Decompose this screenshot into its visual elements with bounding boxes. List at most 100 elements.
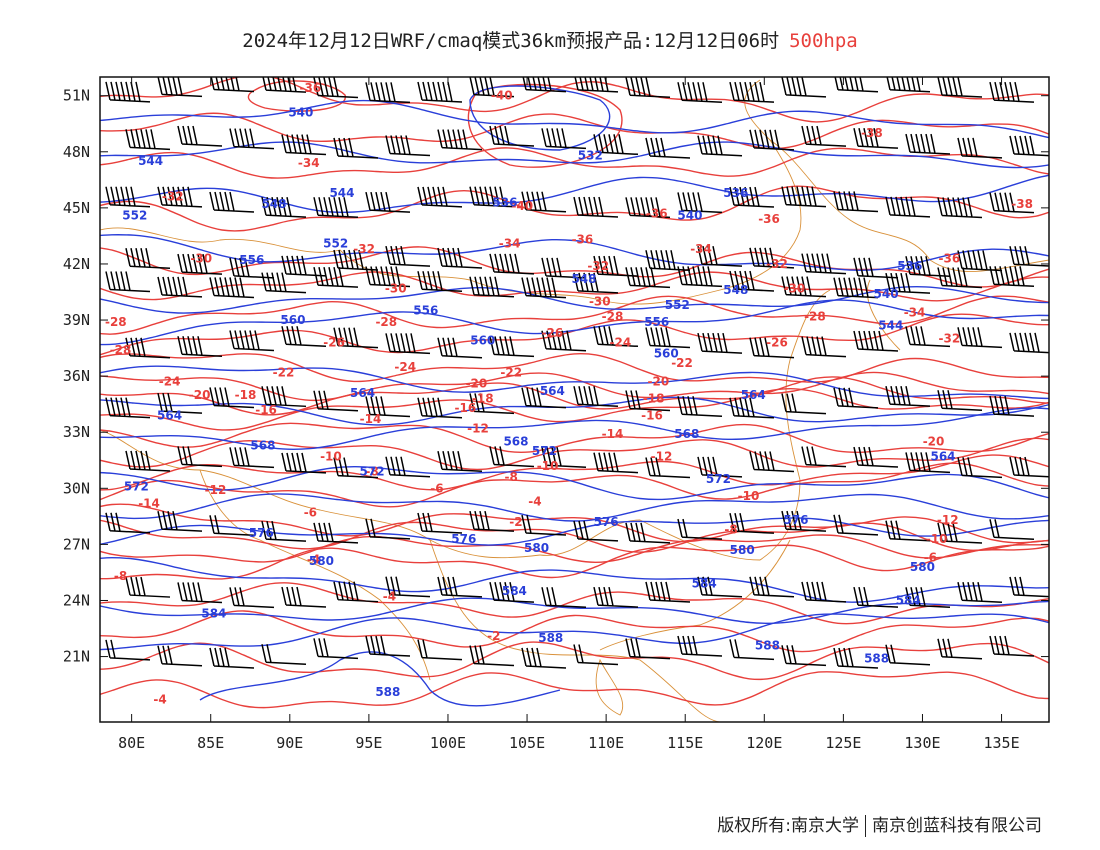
wind-barb [729,186,775,208]
height-labels: 540 544 532 544 536 536 548 552 540 552 556 548 536 5… [122,106,955,700]
wind-barb [385,245,431,267]
temperature-label: -38 [1011,197,1033,211]
lat-tick-label: 39N [63,311,90,329]
wind-barb [229,447,275,469]
lon-tick-label: 130E [904,734,940,752]
height-label: 572 [360,464,385,478]
temperature-contour [100,271,1049,302]
wind-barb [522,77,567,93]
wind-barb [313,390,359,412]
wind-barb [209,647,255,669]
wind-barb [749,129,795,151]
wind-barb [469,393,515,415]
height-label: 580 [730,543,755,557]
wind-barb [365,82,411,104]
temperature-label: -24 [159,375,181,389]
height-label: 556 [239,253,264,267]
height-label: 560 [654,347,679,361]
temperature-label: -30 [385,281,407,295]
wind-barb [853,330,899,352]
boundary-line [599,539,791,651]
wind-barb [521,387,567,409]
temperature-contour [100,185,1049,232]
temperature-label: -10 [320,450,342,464]
wind-barb [573,520,619,542]
temperature-label: -34 [298,156,320,170]
temperature-label: -30 [589,294,611,308]
temperature-label: -32 [939,332,961,346]
wind-barb [157,645,203,667]
wind-barb [905,256,951,278]
temperature-label: -6 [430,481,443,495]
wind-barb [645,137,691,159]
height-contour [100,234,1049,272]
wind-barb [593,326,639,348]
height-contour [100,396,1049,426]
wind-barb [105,512,151,534]
wind-barb [417,271,463,292]
lat-tick-label: 42N [63,255,90,273]
wind-barb [677,192,723,214]
lat-tick-label: 51N [63,87,90,105]
wind-barb [261,197,307,218]
wind-barb [645,250,691,272]
wind-barb [729,639,775,661]
wind-barb [489,125,535,147]
height-label: 580 [309,554,334,568]
temperature-contour [100,582,1049,625]
wind-barb [937,638,983,660]
height-label: 588 [864,651,889,665]
copyright-text: 版权所有:南京大学 [717,816,859,836]
wind-barb [177,336,223,357]
temperature-label: -8 [505,470,518,484]
wind-barb [677,635,723,657]
wind-barb [437,129,483,151]
company-text: 南京创蓝科技有限公司 [872,816,1042,836]
lon-tick-label: 85E [197,734,224,752]
height-label: 584 [896,593,921,607]
wind-barb [385,135,431,157]
wind-barb [1009,332,1049,354]
lon-tick-label: 100E [430,734,466,752]
wind-barb [677,396,723,418]
footer-divider [865,815,866,837]
temperature-label: -28 [804,309,826,323]
wind-barb [157,392,203,414]
height-contour [100,407,1049,450]
wind-barbs [105,77,1049,669]
temperature-contour [100,610,1049,653]
lon-tick-label: 105E [509,734,545,752]
wind-barb [645,457,691,479]
temperature-label: -10 [537,459,559,473]
temperature-label: -36 [758,212,780,226]
temperature-labels: -36-40-38-34-40-32-36 -36-38-34 -36-34-30-… [105,81,1033,706]
temperature-label: -12 [651,450,673,464]
lat-tick-label: 45N [63,199,90,217]
temperature-label: -12 [467,421,489,435]
wind-barb [521,514,567,536]
wind-barb [573,644,619,666]
wind-barb [417,81,463,103]
lat-tick-label: 33N [63,423,90,441]
height-label: 564 [741,388,766,402]
temperature-label: -4 [153,693,166,707]
height-contour [100,299,1049,346]
wind-barb [209,387,255,409]
wind-barb [437,576,483,598]
temperature-label: -28 [110,343,132,357]
wind-barb [417,639,463,661]
height-contour [100,517,1049,546]
wind-barb [105,397,151,419]
temperature-contour [100,671,1049,709]
wind-barb [853,257,899,279]
wind-barb [125,450,171,472]
wind-barb [209,277,255,299]
temperature-label: -26 [766,335,788,349]
temperature-label: -20 [923,435,945,449]
wind-barb [625,267,671,289]
temperature-contour [100,462,1049,508]
wind-barb [521,277,567,299]
wind-barb [521,647,567,669]
wind-barb [937,267,983,289]
height-label: 584 [502,584,527,598]
